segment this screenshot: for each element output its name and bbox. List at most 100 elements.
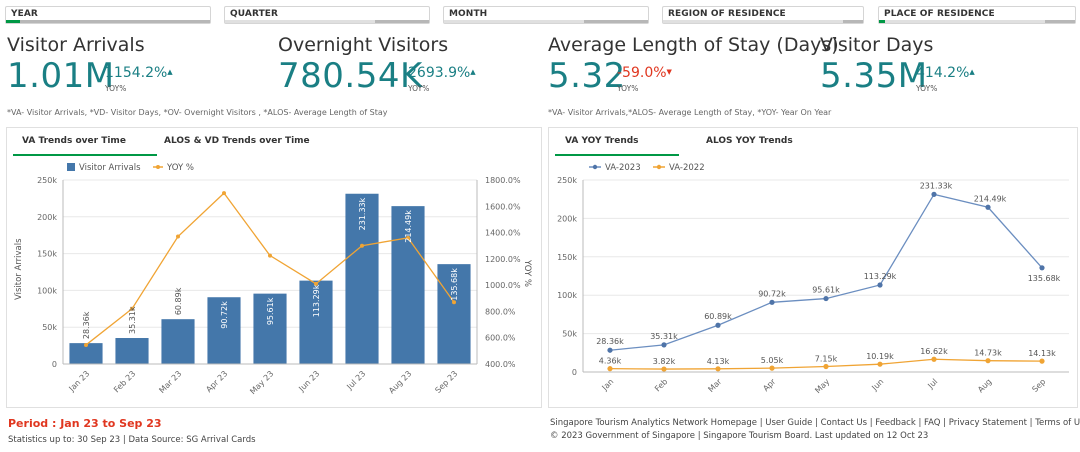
filter-quarter-bar (225, 20, 429, 23)
filter-month[interactable]: MONTH (443, 6, 649, 24)
point-data-label: 214.49k (974, 194, 1007, 203)
chart-legend: Visitor Arrivals YOY % (67, 163, 194, 173)
active-tab-indicator (555, 154, 679, 156)
tab-va-trends[interactable]: VA Trends over Time (22, 136, 126, 146)
yoy-point (176, 234, 180, 239)
series-point (1039, 358, 1045, 364)
kpi-ov-value: 780.54K (278, 56, 423, 96)
filter-place[interactable]: PLACE OF RESIDENCE (878, 6, 1076, 24)
bar (161, 319, 195, 364)
statistics-note: Statistics up to: 30 Sep 23 | Data Sourc… (8, 435, 256, 445)
bar-data-label: 95.61k (266, 297, 275, 325)
filter-region-label: REGION OF RESIDENCE (668, 9, 786, 19)
point-data-label: 60.89k (704, 312, 732, 321)
va-combo-chart: 28.36k 35.31k 60.89k 90.72k 95.61k 113.29k 231… (14, 163, 532, 396)
point-data-label: 28.36k (596, 337, 624, 346)
series-point (1039, 265, 1045, 271)
kpi-va-value: 1.01M (7, 56, 115, 96)
kpi-va-pct: 1154.2%▲ (105, 65, 173, 81)
up-arrow-icon: ▲ (969, 68, 975, 76)
bar-data-label: 113.29k (312, 284, 321, 317)
series-point (985, 204, 991, 210)
point-data-label: 90.72k (758, 289, 786, 298)
bar-data-label: 90.72k (220, 301, 229, 329)
filter-year[interactable]: YEAR (5, 6, 211, 24)
series-point (985, 358, 991, 364)
x-tick-label: Jun 23 (296, 369, 321, 394)
filter-place-label: PLACE OF RESIDENCE (884, 9, 995, 19)
series-point (877, 361, 883, 367)
y2-tick-label: 600.0% (485, 334, 516, 343)
point-data-label: 35.31k (650, 332, 678, 341)
kpi-vd-yoy: YOY% (916, 84, 938, 93)
point-data-label: 7.15k (815, 355, 838, 364)
bar (69, 343, 103, 364)
bar-data-label: 135.68k (450, 268, 459, 301)
y2-axis-title: YOY % (522, 259, 532, 287)
legend-visitor-arrivals: Visitor Arrivals (79, 163, 141, 173)
x-tick-label: Mar (706, 377, 724, 395)
yoy-point (406, 235, 410, 240)
y-axis-title: Visitor Arrivals (14, 238, 24, 300)
filter-place-bar (879, 20, 1075, 23)
filter-region[interactable]: REGION OF RESIDENCE (662, 6, 864, 24)
bar-data-label: 60.89k (174, 287, 183, 315)
y-tick-label: 250k (557, 176, 577, 185)
x-tick-label: Apr 23 (204, 369, 229, 394)
kpi-alos-yoy: YOY% (617, 84, 639, 93)
series-point (769, 299, 775, 305)
yoy-point (222, 191, 226, 196)
point-data-label: 5.05k (761, 356, 784, 365)
point-data-label: 113.29k (864, 272, 897, 281)
tab-va-yoy[interactable]: VA YOY Trends (565, 136, 639, 146)
series-line-va-2023 (609, 193, 1043, 351)
bar-data-label: 214.49k (404, 210, 413, 243)
tab-alos-yoy[interactable]: ALOS YOY Trends (706, 136, 793, 146)
x-tick-label: Jan (600, 377, 616, 393)
series-point (715, 366, 721, 372)
x-tick-label: Sep 23 (433, 369, 459, 395)
y2-tick-label: 800.0% (485, 307, 516, 316)
kpi-va-yoy: YOY% (105, 84, 127, 93)
series-point (823, 295, 829, 302)
kpi-ov-pct: 2693.9%▲ (408, 65, 476, 81)
series-point (877, 282, 883, 288)
yoy-point (268, 253, 272, 258)
bar (115, 338, 149, 364)
active-tab-indicator (13, 154, 157, 156)
legend-yoy: YOY % (166, 163, 194, 173)
tab-alos-vd-trends[interactable]: ALOS & VD Trends over Time (164, 136, 310, 146)
legend-va-2022: VA-2022 (669, 163, 705, 173)
point-data-label: 135.68k (1028, 274, 1061, 283)
filter-quarter-label: QUARTER (230, 9, 279, 19)
legend-bar-swatch (67, 163, 75, 171)
legend-va2023-swatch (592, 164, 598, 170)
copyright: © 2023 Government of Singapore | Singapo… (550, 431, 929, 441)
series-point (931, 356, 937, 362)
filter-month-label: MONTH (449, 9, 488, 19)
footer-links[interactable]: Singapore Tourism Analytics Network Home… (550, 418, 1080, 428)
series-point (607, 366, 613, 372)
kpi-alos-title: Average Length of Stay (Days) (548, 34, 839, 56)
filter-region-bar (663, 20, 863, 23)
x-tick-label: May (813, 377, 831, 395)
point-data-label: 10.19k (866, 352, 894, 361)
down-arrow-icon: ▼ (666, 68, 672, 76)
x-tick-label: Jun (870, 377, 886, 393)
y-tick-label: 50k (42, 323, 57, 332)
chart-legend: VA-2023 VA-2022 (589, 163, 705, 173)
filter-quarter[interactable]: QUARTER (224, 6, 430, 24)
x-tick-label: Mar 23 (157, 369, 183, 395)
x-tick-label: Feb (653, 377, 669, 393)
y2-tick-label: 1600.0% (485, 202, 521, 211)
point-data-label: 14.73k (974, 349, 1002, 358)
yoy-point (360, 243, 364, 248)
y2-tick-label: 1000.0% (485, 281, 521, 290)
filter-year-label: YEAR (11, 9, 38, 19)
y-tick-label: 50k (562, 330, 577, 339)
bar-data-label: 231.33k (358, 197, 367, 230)
va-trends-panel: VA Trends over Time ALOS & VD Trends ove… (6, 127, 542, 408)
x-tick-label: Apr (761, 377, 778, 394)
x-tick-label: Jul (926, 377, 940, 391)
bar-data-label: 28.36k (82, 311, 91, 339)
